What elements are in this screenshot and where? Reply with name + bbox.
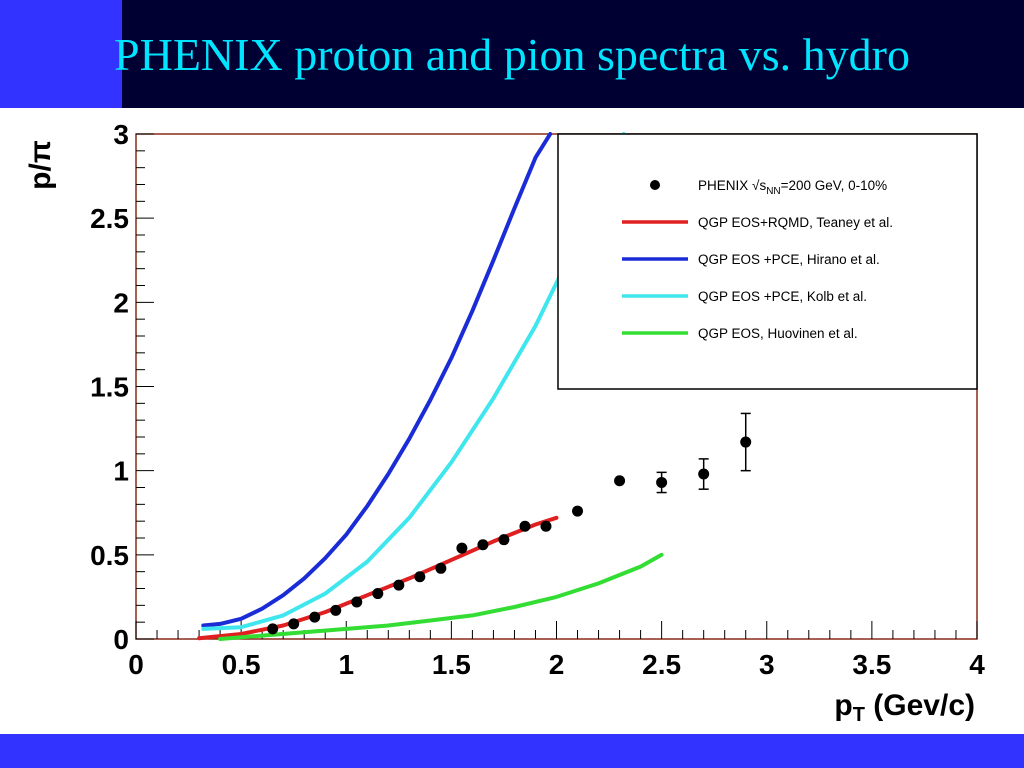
data-point [414,571,426,583]
legend-box [557,133,978,390]
slide-footer-bar [0,734,1024,768]
data-point [656,476,668,488]
slide-title: PHENIX proton and pion spectra vs. hydro [114,29,910,80]
data-point [288,618,300,630]
curve-teaney [197,515,559,641]
y-tick-label: 0 [113,624,129,655]
data-point [740,436,752,448]
data-point [435,562,447,574]
data-point [330,604,342,616]
y-tick-label: 2.5 [90,203,129,234]
x-tick-label: 2.5 [642,649,681,680]
x-tick-label: 0.5 [222,649,261,680]
curve-hirano [201,132,553,628]
x-axis-label: pT (Gev/c) [834,689,975,726]
chart-legend: PHENIX √sNN=200 GeV, 0-10% QGP EOS+RQMD,… [557,133,978,390]
x-tick-label: 2 [549,649,565,680]
data-point [519,520,531,532]
y-axis-label: p/π [24,140,57,190]
x-tick-label: 1.5 [432,649,471,680]
data-point [351,596,363,608]
data-point [372,588,384,600]
y-tick-labels: 0 0.5 1 1.5 2 2.5 3 [90,119,129,655]
data-point [572,505,584,517]
legend-label-phenix: PHENIX √sNN=200 GeV, 0-10% [698,178,887,197]
legend-label-hirano: QGP EOS +PCE, Hirano et al. [698,252,880,267]
x-tick-labels: 0 0.5 1 1.5 2 2.5 3 3.5 4 [128,649,985,680]
x-tick-label: 4 [969,649,985,680]
x-tick-label: 3 [759,649,775,680]
data-point [393,579,405,591]
data-point [614,475,626,487]
x-tick-label: 1 [338,649,354,680]
x-tick-label: 3.5 [852,649,891,680]
y-tick-label: 1 [113,456,129,487]
data-point [267,623,279,635]
data-point [309,611,321,623]
data-point [456,542,468,554]
ratio-chart: 0 0.5 1 1.5 2 2.5 3 3.5 4 0 0.5 1 1.5 2 2.5 3 PHENIX √… [24,119,985,726]
header-accent-block [0,0,122,108]
curve-huovinen [218,552,664,641]
data-point [540,520,552,532]
slide-header [0,0,1024,108]
x-tick-label: 0 [128,649,144,680]
data-point [477,539,489,551]
legend-marker-phenix [650,180,660,190]
data-point [698,468,710,480]
phenix-data-points [267,412,752,635]
y-tick-label: 1.5 [90,372,129,403]
legend-label-kolb: QGP EOS +PCE, Kolb et al. [698,289,867,304]
legend-label-teaney: QGP EOS+RQMD, Teaney et al. [698,215,893,230]
legend-label-huovinen: QGP EOS, Huovinen et al. [698,326,858,341]
y-tick-label: 3 [113,119,129,150]
data-point [498,534,510,546]
y-tick-label: 0.5 [90,540,129,571]
y-tick-label: 2 [113,287,129,318]
